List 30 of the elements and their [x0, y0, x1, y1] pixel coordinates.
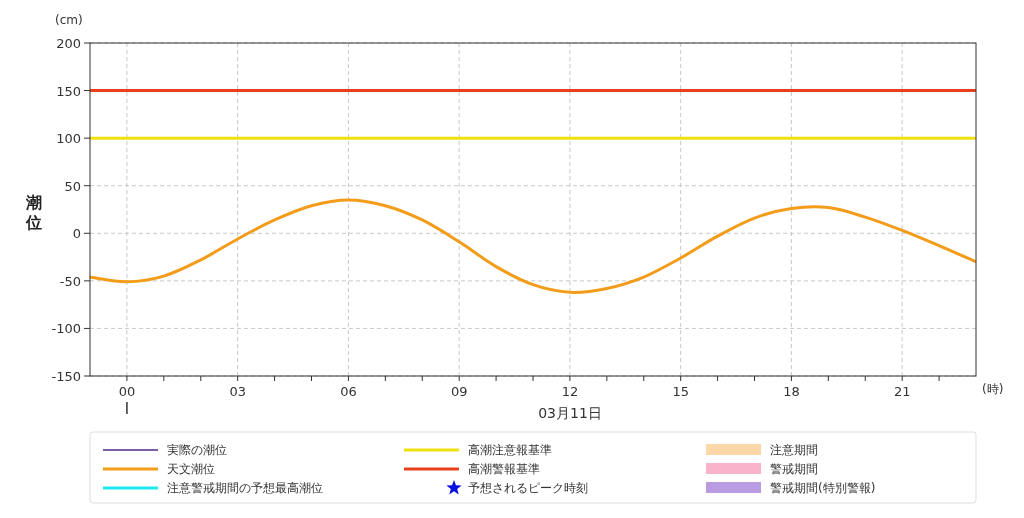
y-tick-label: 100 [56, 131, 81, 147]
x-tick-label: 00 [118, 384, 136, 399]
y-tick-label: 200 [56, 36, 81, 51]
x-axis-title: (時) [982, 382, 1004, 396]
x-tick-label: 12 [561, 384, 579, 399]
line-series [88, 198, 978, 294]
y-tick-label: -150 [51, 369, 81, 384]
legend-label: 高潮注意報基準 [468, 443, 552, 457]
legend-label: 警戒期間(特別警報) [770, 481, 876, 495]
x-tick-label: 03 [229, 384, 246, 399]
x-tick-label: 06 [340, 384, 357, 399]
legend-label: 天文潮位 [167, 462, 215, 476]
legend-label: 警戒期間 [770, 462, 818, 476]
legend-label: 注意警戒期間の予想最高潮位 [167, 481, 323, 495]
y-tick-label: 150 [56, 83, 81, 99]
x-tick-label: 18 [783, 384, 800, 399]
text: 03月11日 [538, 405, 602, 421]
text: (cm) [55, 13, 83, 27]
y-tick-label: 50 [64, 178, 81, 194]
y-tick-label: -50 [59, 273, 81, 289]
legend-label: 高潮警報基準 [468, 462, 540, 476]
x-tick-label: 09 [450, 384, 468, 399]
legend-label: 実際の潮位 [167, 443, 227, 457]
legend-label: 注意期間 [770, 443, 818, 457]
x-tick-label: 15 [672, 384, 689, 399]
y-axis-title: 潮位 [25, 193, 42, 232]
legend-label: 予想されるピーク時刻 [468, 481, 588, 495]
x-tick-label: 21 [893, 384, 911, 399]
y-tick-label: -100 [51, 321, 81, 337]
y-tick-label: 0 [72, 226, 81, 242]
